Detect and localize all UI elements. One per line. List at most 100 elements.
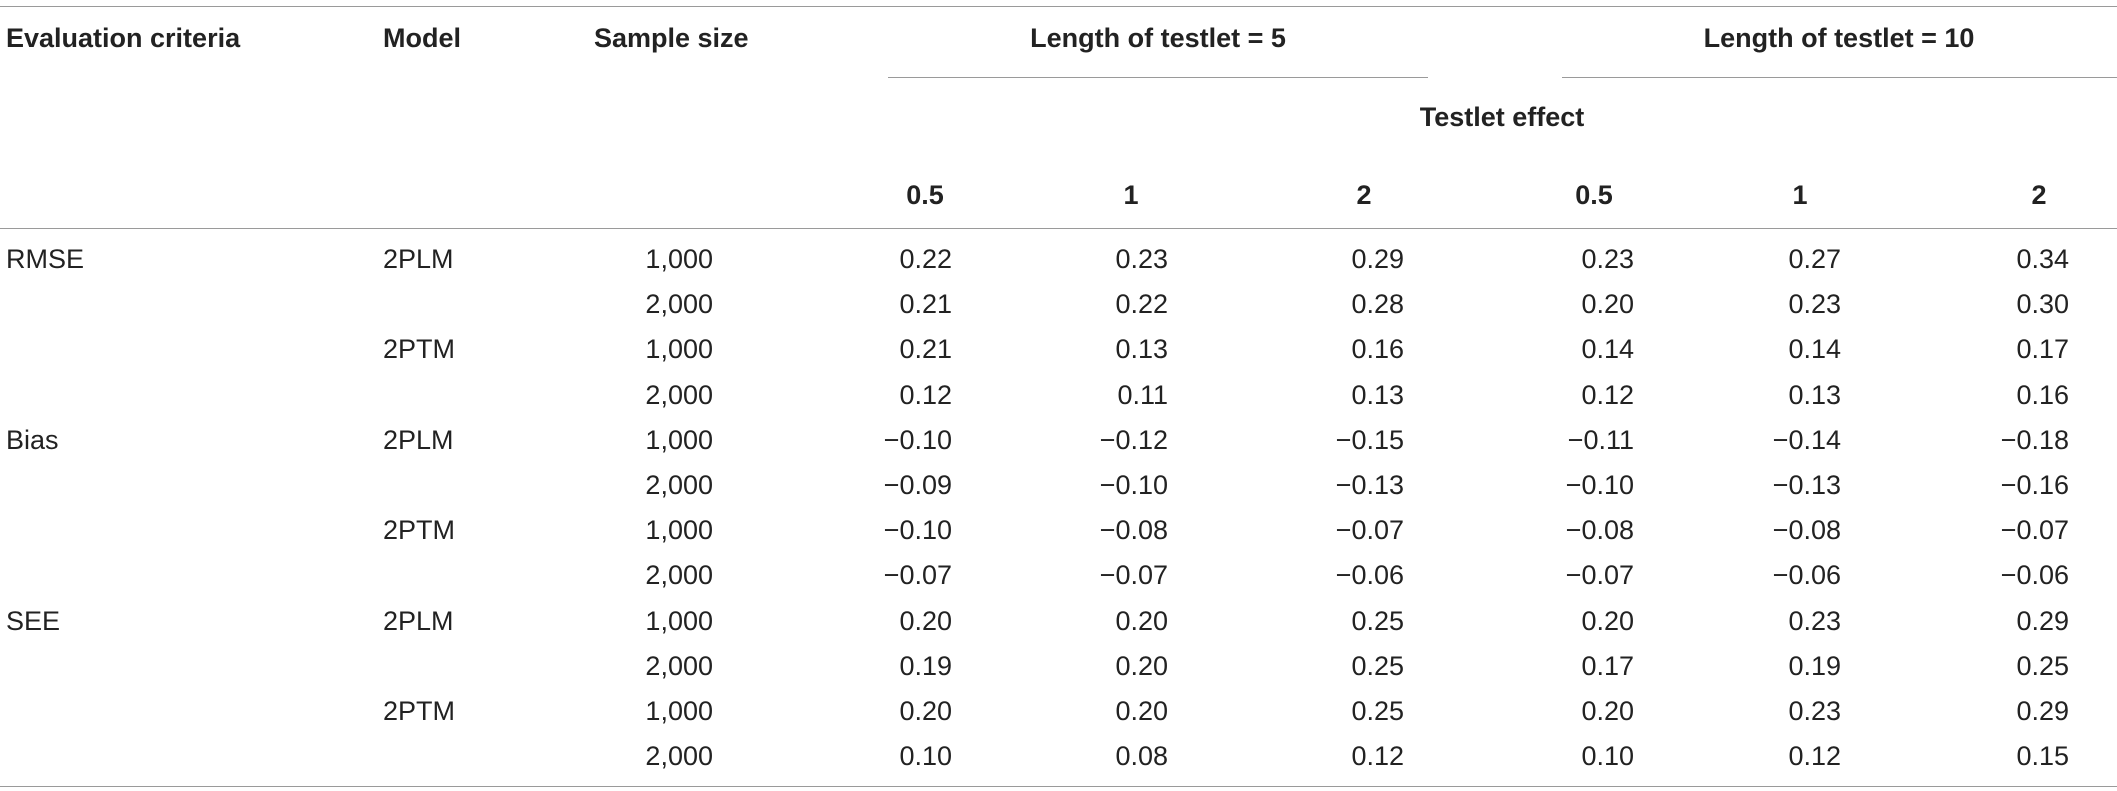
row-criteria-label: SEE (6, 606, 61, 636)
table-cell-value: −0.08 (1772, 515, 1841, 545)
row-sample-size: 1,000 (645, 606, 713, 636)
table-cell-value: 0.22 (899, 244, 952, 274)
table-cell-value: −0.07 (1099, 560, 1168, 590)
group1-underline (888, 77, 1428, 78)
table-cell-value: 0.23 (1115, 244, 1168, 274)
table-cell-value: 0.20 (1581, 606, 1634, 636)
table-cell-value: 0.29 (2016, 696, 2069, 726)
header-effect-0-5-len10: 0.5 (1575, 180, 1613, 210)
table-cell-value: 0.11 (1117, 380, 1168, 410)
header-effect-2-len10: 2 (2031, 180, 2047, 210)
row-criteria-label: RMSE (6, 244, 85, 274)
table-cell-value: −0.10 (883, 515, 952, 545)
table-cell-value: −0.16 (2000, 470, 2069, 500)
table-cell-value: −0.07 (1565, 560, 1634, 590)
row-sample-size: 2,000 (645, 380, 713, 410)
row-sample-size: 2,000 (645, 470, 713, 500)
table-cell-value: 0.17 (2016, 334, 2069, 364)
table-bottom-rule (0, 786, 2117, 787)
header-length-5: Length of testlet = 5 (1030, 23, 1286, 53)
table-cell-value: −0.07 (883, 560, 952, 590)
table-cell-value: 0.08 (1115, 741, 1168, 771)
row-criteria-label: Bias (6, 425, 59, 455)
table-cell-value: 0.29 (2016, 606, 2069, 636)
header-testlet-effect: Testlet effect (1419, 102, 1585, 132)
row-sample-size: 1,000 (645, 244, 713, 274)
table-cell-value: 0.13 (1351, 380, 1404, 410)
table-cell-value: 0.12 (899, 380, 952, 410)
table-cell-value: 0.23 (1788, 696, 1841, 726)
header-sample-size: Sample size (594, 23, 749, 53)
table-cell-value: −0.10 (1099, 470, 1168, 500)
table-cell-value: 0.28 (1351, 289, 1404, 319)
table-cell-value: −0.13 (1772, 470, 1841, 500)
table-cell-value: 0.25 (1351, 651, 1404, 681)
table-cell-value: −0.14 (1772, 425, 1841, 455)
row-model-label: 2PLM (383, 244, 454, 274)
table-cell-value: −0.18 (2000, 425, 2069, 455)
row-sample-size: 1,000 (645, 425, 713, 455)
table-cell-value: 0.21 (899, 334, 952, 364)
row-sample-size: 1,000 (645, 696, 713, 726)
table-cell-value: −0.10 (1565, 470, 1634, 500)
row-model-label: 2PLM (383, 425, 454, 455)
table-cell-value: 0.12 (1351, 741, 1404, 771)
row-model-label: 2PTM (383, 334, 456, 364)
table-cell-value: 0.15 (2016, 741, 2069, 771)
table-cell-value: 0.27 (1788, 244, 1841, 274)
table-cell-value: 0.20 (899, 696, 952, 726)
row-sample-size: 2,000 (645, 651, 713, 681)
table-cell-value: −0.10 (883, 425, 952, 455)
table-cell-value: −0.13 (1335, 470, 1404, 500)
table-cell-value: −0.12 (1099, 425, 1168, 455)
header-evaluation-criteria: Evaluation criteria (6, 23, 241, 53)
row-model-label: 2PTM (383, 515, 456, 545)
row-sample-size: 1,000 (645, 515, 713, 545)
header-length-10: Length of testlet = 10 (1703, 23, 1975, 53)
row-sample-size: 1,000 (645, 334, 713, 364)
table-cell-value: 0.16 (2016, 380, 2069, 410)
table-cell-value: 0.20 (1115, 606, 1168, 636)
table-cell-value: 0.23 (1581, 244, 1634, 274)
table-cell-value: 0.34 (2016, 244, 2069, 274)
header-effect-0-5-len5: 0.5 (906, 180, 944, 210)
table-cell-value: −0.09 (883, 470, 952, 500)
table-cell-value: 0.12 (1788, 741, 1841, 771)
table-cell-value: 0.22 (1115, 289, 1168, 319)
table-cell-value: 0.19 (899, 651, 952, 681)
table-cell-value: 0.20 (1581, 289, 1634, 319)
table-cell-value: −0.08 (1099, 515, 1168, 545)
row-sample-size: 2,000 (645, 560, 713, 590)
table-cell-value: 0.25 (1351, 606, 1404, 636)
table-cell-value: 0.23 (1788, 606, 1841, 636)
table-cell-value: −0.08 (1565, 515, 1634, 545)
row-sample-size: 2,000 (645, 741, 713, 771)
table-cell-value: 0.16 (1351, 334, 1404, 364)
table-cell-value: 0.17 (1581, 651, 1634, 681)
table-cell-value: 0.14 (1788, 334, 1841, 364)
table-cell-value: 0.13 (1788, 380, 1841, 410)
table-cell-value: −0.11 (1567, 425, 1634, 455)
group2-underline (1562, 77, 2117, 78)
header-effect-1-len5: 1 (1123, 180, 1139, 210)
table-cell-value: 0.14 (1581, 334, 1634, 364)
table-cell-value: −0.06 (1335, 560, 1404, 590)
table-cell-value: 0.20 (1115, 696, 1168, 726)
table-cell-value: 0.13 (1115, 334, 1168, 364)
table-cell-value: 0.10 (899, 741, 952, 771)
header-bottom-rule (0, 228, 2117, 229)
table-cell-value: 0.25 (1351, 696, 1404, 726)
table-cell-value: −0.06 (1772, 560, 1841, 590)
row-sample-size: 2,000 (645, 289, 713, 319)
table-cell-value: 0.30 (2016, 289, 2069, 319)
table-cell-value: −0.07 (1335, 515, 1404, 545)
header-model: Model (383, 23, 461, 53)
table-cell-value: 0.29 (1351, 244, 1404, 274)
table-cell-value: 0.25 (2016, 651, 2069, 681)
table-top-rule (0, 6, 2117, 7)
table-cell-value: −0.15 (1335, 425, 1404, 455)
header-effect-2-len5: 2 (1356, 180, 1372, 210)
table-cell-value: 0.21 (899, 289, 952, 319)
table-cell-value: 0.19 (1788, 651, 1841, 681)
